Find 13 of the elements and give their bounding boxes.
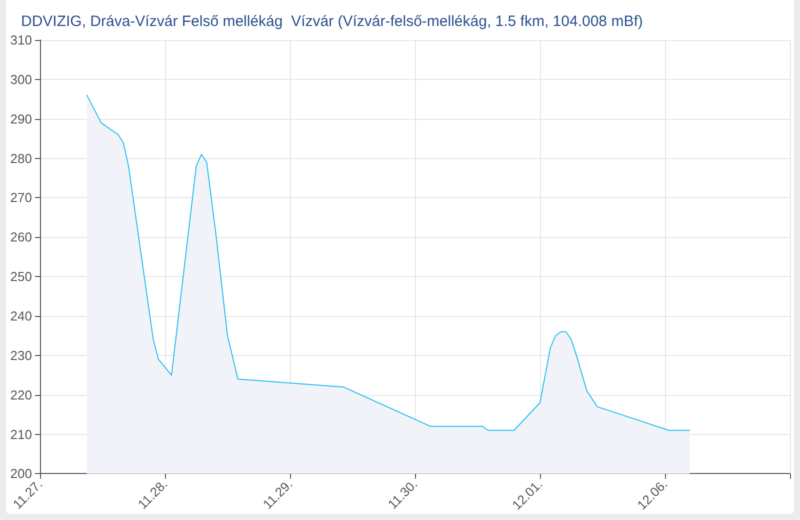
y-tick-label: 310 (10, 32, 32, 48)
y-tick-label: 300 (10, 72, 32, 87)
chart-title: DDVIZIG, Dráva-Vízvár Felső mellékág Vízvár (Vízvár-felső-mellékág, 1.5 fkm, 104.008 mBf) (21, 13, 643, 30)
y-tick-label: 220 (10, 387, 32, 402)
y-tick-label: 210 (10, 426, 32, 442)
y-tick-label: 290 (10, 111, 32, 126)
y-tick-label: 200 (10, 466, 32, 482)
y-tick-label: 250 (10, 269, 32, 284)
y-tick-label: 260 (10, 230, 32, 245)
y-tick-label: 270 (10, 190, 32, 206)
y-tick-label: 280 (10, 150, 32, 166)
y-tick-label: 230 (10, 348, 32, 363)
y-tick-label: 240 (10, 308, 32, 324)
